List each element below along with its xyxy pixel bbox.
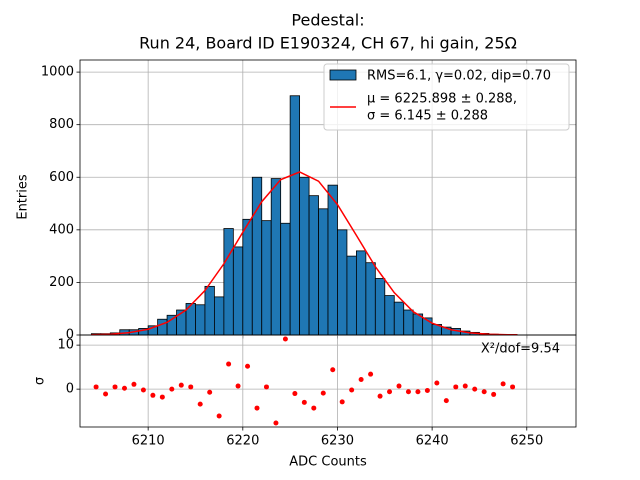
x-tick-label: 6240 (416, 434, 449, 449)
residual-point (415, 389, 421, 395)
y-tick-label: 800 (49, 117, 74, 132)
residual-point (453, 384, 459, 390)
residual-point (188, 384, 194, 390)
axes-frame (79, 334, 577, 428)
residual-point (510, 384, 516, 390)
histogram-bar (299, 176, 310, 336)
residual-y-axis-label: σ (33, 377, 48, 385)
x-axis-label: ADC Counts (289, 455, 367, 470)
y-tick-label: 200 (49, 275, 74, 290)
legend-swatch (329, 69, 357, 81)
histogram-bar (204, 285, 215, 336)
residual-point (311, 405, 317, 411)
histogram-bar (195, 304, 206, 336)
residual-point (320, 390, 326, 396)
residual-point (434, 380, 440, 386)
legend-label: μ = 6225.898 ± 0.288, (367, 92, 517, 107)
chart-subtitle: Run 24, Board ID E190324, CH 67, hi gain… (139, 34, 517, 53)
histogram-bar (308, 195, 319, 336)
residual-point (103, 391, 109, 397)
y-tick-label: 0 (66, 328, 74, 343)
residual-point (93, 384, 99, 390)
legend-box (323, 63, 570, 131)
x-tick-label: 6230 (321, 434, 354, 449)
residual-point (462, 383, 468, 389)
x-tick-label: 6220 (226, 434, 259, 449)
residual-point (405, 389, 411, 395)
histogram-bar (365, 262, 376, 336)
residual-point (235, 383, 241, 389)
residual-point (273, 420, 279, 426)
histogram-bar (346, 255, 357, 336)
histogram-bar (355, 250, 367, 336)
histogram-bar (327, 184, 338, 336)
histogram-bar (374, 278, 386, 336)
residual-point (197, 401, 203, 407)
y-tick-label: 0 (66, 382, 74, 397)
histogram-bar (261, 220, 272, 336)
residual-point (377, 393, 383, 399)
residual-point (330, 367, 336, 373)
residual-point (226, 361, 232, 367)
residual-point (263, 384, 269, 390)
x-tick-label: 6250 (510, 434, 543, 449)
residual-point (245, 363, 251, 369)
residual-point (491, 391, 497, 397)
y-axis-label: Entries (16, 174, 31, 220)
residual-point (216, 413, 222, 419)
histogram-bar (337, 229, 348, 336)
residual-point (169, 386, 175, 392)
residual-point (358, 376, 364, 382)
residual-point (178, 382, 184, 388)
histogram-bar (384, 295, 395, 336)
histogram-bar (318, 208, 329, 336)
histogram-bar (166, 314, 177, 336)
histogram-bar (242, 218, 253, 336)
residual-point (424, 387, 430, 393)
residual-point (387, 389, 393, 395)
residual-point (282, 336, 288, 342)
residual-point (443, 398, 449, 404)
chart-title: Pedestal: (291, 11, 364, 30)
y-tick-label: 400 (49, 222, 74, 237)
residual-point (150, 392, 156, 398)
residual-point (368, 371, 374, 377)
histogram-bar (223, 228, 234, 336)
y-tick-label: 600 (49, 170, 74, 185)
histogram-bar (289, 95, 301, 336)
histogram-bar (393, 301, 405, 336)
residual-point (140, 387, 146, 393)
legend-label: RMS=6.1, γ=0.02, dip=0.70 (367, 69, 551, 84)
residual-point (301, 399, 307, 405)
y-tick-label: 10 (57, 338, 74, 353)
histogram-bar (270, 178, 282, 336)
histogram-bar (232, 246, 244, 336)
residual-point (339, 399, 345, 405)
residual-point (254, 405, 260, 411)
x-tick-label: 6210 (132, 434, 165, 449)
y-tick-label: 1000 (41, 65, 74, 80)
residual-point (500, 381, 506, 387)
residual-point (131, 381, 137, 387)
histogram-bar (280, 222, 291, 336)
histogram-bar (157, 318, 168, 336)
residual-point (207, 389, 213, 395)
histogram-bar (251, 176, 263, 336)
residual-point (481, 389, 487, 395)
residual-point (159, 394, 165, 400)
residual-point (121, 385, 127, 391)
residual-point (472, 386, 478, 392)
fit-line (91, 171, 518, 336)
residual-point (292, 391, 298, 397)
legend: RMS=6.1, γ=0.02, dip=0.70 μ = 6225.898 ± … (323, 63, 570, 131)
annotation: X²/dof=9.54 (481, 342, 560, 357)
legend-label: σ = 6.145 ± 0.288 (367, 109, 488, 124)
histogram-bar (403, 309, 414, 336)
residual-point (349, 387, 355, 393)
residual-point (112, 384, 118, 390)
histogram-bar (214, 296, 225, 336)
residual-point (396, 383, 402, 389)
